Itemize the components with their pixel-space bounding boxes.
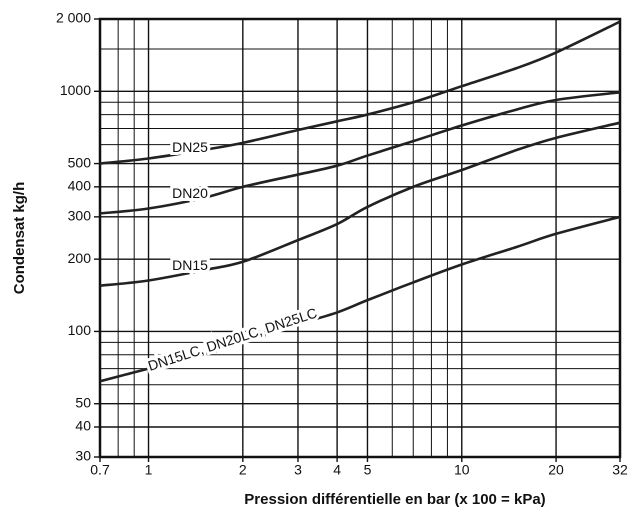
line-series <box>99 215 621 383</box>
x-tick-label: 20 <box>548 462 564 478</box>
x-tick-label: 32 <box>612 462 628 478</box>
y-axis-title: Condensat kg/h <box>11 182 28 295</box>
y-tick-label: 500 <box>68 154 92 170</box>
y-tick-label: 1000 <box>60 82 91 98</box>
y-tick-label: 30 <box>75 448 91 464</box>
line-series <box>99 20 621 165</box>
x-tick-label: 1 <box>145 462 153 478</box>
x-tick-label: 5 <box>364 462 372 478</box>
x-tick-label: 2 <box>239 462 247 478</box>
y-tick-label: 300 <box>68 208 92 224</box>
y-tick-label: 2 000 <box>56 10 91 26</box>
x-tick-label: 10 <box>454 462 470 478</box>
x-tick-label: 4 <box>333 462 341 478</box>
y-tick-label: 50 <box>75 394 91 410</box>
line-series <box>99 121 621 288</box>
plot-frame <box>98 17 622 459</box>
series-label: DN15 <box>172 257 208 273</box>
line-series <box>99 91 621 215</box>
series-label: DN25 <box>172 139 208 155</box>
series-label: DN15LC, DN20LC, DN25LC <box>146 305 319 374</box>
series-label: DN20 <box>172 185 208 201</box>
y-tick-label: 200 <box>68 250 92 266</box>
y-tick-label: 100 <box>68 322 92 338</box>
x-tick-label: 3 <box>294 462 302 478</box>
x-axis-title: Pression différentielle en bar (x 100 = … <box>244 491 545 508</box>
x-tick-label: 0.7 <box>90 462 110 478</box>
y-tick-label: 40 <box>75 418 91 434</box>
y-tick-label: 400 <box>68 178 92 194</box>
